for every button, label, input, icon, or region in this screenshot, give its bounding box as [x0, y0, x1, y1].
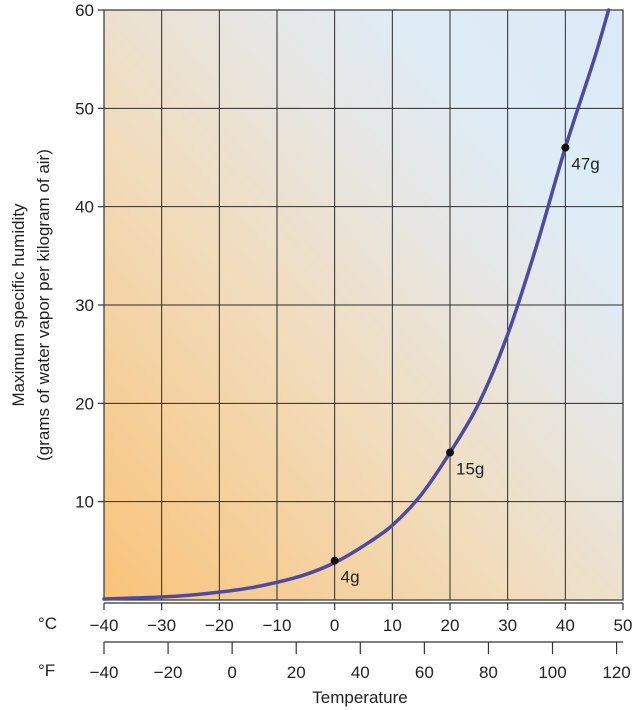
- y-tick-label: 60: [75, 1, 94, 20]
- y-axis-title-line1: Maximum specific humidity: [9, 203, 28, 407]
- data-point: [561, 143, 570, 152]
- celsius-tick-label: 50: [614, 616, 633, 635]
- y-tick-label: 50: [75, 99, 94, 118]
- y-tick-label: 30: [75, 296, 94, 315]
- grid-lines: [104, 10, 623, 600]
- fahrenheit-tick-label: −20: [154, 663, 183, 682]
- celsius-tick-label: −10: [263, 616, 292, 635]
- x-axis-title: Temperature: [312, 688, 407, 707]
- data-point: [330, 556, 339, 565]
- data-point-label: 15g: [456, 460, 484, 479]
- celsius-tick-label: 40: [556, 616, 575, 635]
- celsius-tick-label: −40: [90, 616, 119, 635]
- celsius-unit-label: °C: [38, 614, 57, 633]
- data-point: [446, 448, 454, 457]
- celsius-tick-label: −30: [147, 616, 176, 635]
- y-axis-title-line2: (grams of water vapor per kilogram of ai…: [34, 149, 53, 461]
- fahrenheit-tick-label: 40: [351, 663, 370, 682]
- fahrenheit-tick-label: 60: [415, 663, 434, 682]
- y-tick-label: 20: [75, 394, 94, 413]
- y-tick-label: 10: [75, 493, 94, 512]
- fahrenheit-unit-label: °F: [38, 661, 55, 680]
- fahrenheit-tick-label: 0: [227, 663, 236, 682]
- humidity-curve: [102, 8, 611, 601]
- celsius-tick-label: 10: [383, 616, 402, 635]
- celsius-tick-label: −20: [205, 616, 234, 635]
- fahrenheit-tick-label: 120: [602, 663, 630, 682]
- fahrenheit-tick-label: −40: [90, 663, 119, 682]
- fahrenheit-tick-label: 20: [287, 663, 306, 682]
- y-tick-label: 40: [75, 198, 94, 217]
- fahrenheit-tick-label: 80: [479, 663, 498, 682]
- celsius-axis: −40 −30 −20 −10 0 10 20 30 40 50: [90, 602, 633, 635]
- fahrenheit-axis: −40 −20 0 20 40 60 80 100 120: [90, 641, 631, 682]
- celsius-tick-label: 0: [330, 616, 339, 635]
- data-points: 4g 15g 47g: [330, 143, 600, 587]
- fahrenheit-tick-label: 100: [538, 663, 566, 682]
- celsius-tick-label: 30: [498, 616, 517, 635]
- data-point-label: 47g: [571, 155, 599, 174]
- celsius-tick-label: 20: [441, 616, 460, 635]
- y-axis-ticks: 10 20 30 40 50 60: [75, 1, 104, 512]
- data-point-label: 4g: [341, 568, 360, 587]
